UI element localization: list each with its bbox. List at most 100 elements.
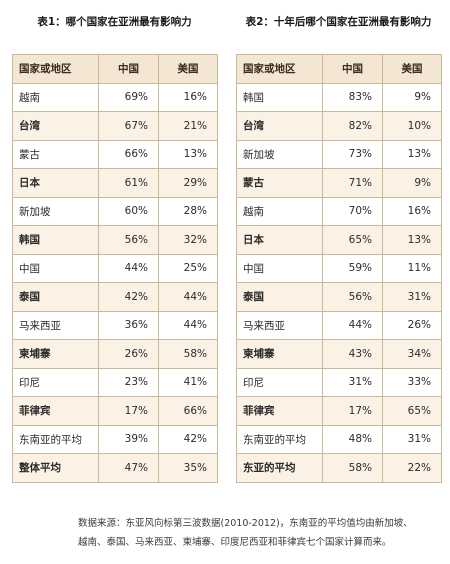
cell-usa: 44% xyxy=(158,282,218,312)
cell-usa: 66% xyxy=(158,396,218,426)
cell-usa: 13% xyxy=(382,225,442,255)
cell-usa: 11% xyxy=(382,253,442,283)
source-note: 数据来源：东亚风向标第三波数据(2010-2012)，东南亚的平均值均由新加坡、… xyxy=(78,514,433,552)
cell-china: 17% xyxy=(322,396,383,426)
table-row: 泰国 42% 44% xyxy=(12,282,218,312)
cell-region: 马来西亚 xyxy=(12,310,99,340)
cell-china: 42% xyxy=(98,282,159,312)
table-row: 印尼 31% 33% xyxy=(236,367,442,397)
table2-title: 表2：十年后哪个国家在亚洲最有影响力 xyxy=(245,16,432,28)
cell-region: 东亚的平均 xyxy=(236,453,323,483)
cell-china: 66% xyxy=(98,139,159,169)
cell-usa: 42% xyxy=(158,424,218,454)
cell-china: 65% xyxy=(322,225,383,255)
cell-china: 61% xyxy=(98,168,159,198)
cell-china: 44% xyxy=(322,310,383,340)
cell-china: 56% xyxy=(322,282,383,312)
cell-usa: 21% xyxy=(158,111,218,141)
table2-panel: 表2：十年后哪个国家在亚洲最有影响力 国家或地区 中国 美国 韩国 83% 9% 台湾… xyxy=(236,0,442,483)
cell-china: 70% xyxy=(322,196,383,226)
cell-region: 马来西亚 xyxy=(236,310,323,340)
cell-china: 67% xyxy=(98,111,159,141)
table1-col-china: 中国 xyxy=(98,54,159,84)
table2-header-row: 国家或地区 中国 美国 xyxy=(236,54,442,84)
cell-region: 韩国 xyxy=(236,82,323,112)
cell-usa: 33% xyxy=(382,367,442,397)
cell-usa: 13% xyxy=(382,139,442,169)
cell-region: 新加坡 xyxy=(236,139,323,169)
table-row: 菲律宾 17% 65% xyxy=(236,396,442,426)
cell-usa: 32% xyxy=(158,225,218,255)
table1-col-region: 国家或地区 xyxy=(12,54,99,84)
table-row: 越南 69% 16% xyxy=(12,82,218,112)
cell-usa: 10% xyxy=(382,111,442,141)
table-row: 台湾 67% 21% xyxy=(12,111,218,141)
cell-region: 越南 xyxy=(236,196,323,226)
table-row: 日本 65% 13% xyxy=(236,225,442,255)
cell-china: 39% xyxy=(98,424,159,454)
table-row: 韩国 83% 9% xyxy=(236,82,442,112)
source-note-line1: 数据来源：东亚风向标第三波数据(2010-2012)，东南亚的平均值均由新加坡、 xyxy=(78,518,413,529)
cell-region: 新加坡 xyxy=(12,196,99,226)
cell-region: 东南亚的平均 xyxy=(236,424,323,454)
cell-region: 菲律宾 xyxy=(12,396,99,426)
table1: 国家或地区 中国 美国 越南 69% 16% 台湾 67% 21% 蒙古 66% 13% 日本 61… xyxy=(12,54,218,483)
table-row: 中国 59% 11% xyxy=(236,253,442,283)
table-row: 马来西亚 44% 26% xyxy=(236,310,442,340)
cell-region: 中国 xyxy=(12,253,99,283)
cell-china: 44% xyxy=(98,253,159,283)
table1-header-row: 国家或地区 中国 美国 xyxy=(12,54,218,84)
table2: 国家或地区 中国 美国 韩国 83% 9% 台湾 82% 10% 新加坡 73% 13% 蒙古 71… xyxy=(236,54,442,483)
cell-region: 印尼 xyxy=(12,367,99,397)
cell-usa: 31% xyxy=(382,282,442,312)
cell-region: 日本 xyxy=(236,225,323,255)
cell-region: 泰国 xyxy=(236,282,323,312)
source-note-line2: 越南、泰国、马来西亚、柬埔寨、印度尼西亚和菲律宾七个国家计算而来。 xyxy=(78,537,392,548)
cell-region: 台湾 xyxy=(236,111,323,141)
table-row: 东南亚的平均 39% 42% xyxy=(12,424,218,454)
table1-panel: 表1：哪个国家在亚洲最有影响力 国家或地区 中国 美国 越南 69% 16% 台湾 67… xyxy=(12,0,218,483)
cell-china: 82% xyxy=(322,111,383,141)
cell-usa: 26% xyxy=(382,310,442,340)
table-row: 柬埔寨 26% 58% xyxy=(12,339,218,369)
table1-title: 表1：哪个国家在亚洲最有影响力 xyxy=(37,16,192,28)
cell-china: 26% xyxy=(98,339,159,369)
cell-china: 17% xyxy=(98,396,159,426)
cell-usa: 29% xyxy=(158,168,218,198)
table-row: 韩国 56% 32% xyxy=(12,225,218,255)
cell-china: 73% xyxy=(322,139,383,169)
cell-china: 59% xyxy=(322,253,383,283)
cell-usa: 34% xyxy=(382,339,442,369)
cell-usa: 22% xyxy=(382,453,442,483)
table2-col-region: 国家或地区 xyxy=(236,54,323,84)
cell-region: 蒙古 xyxy=(12,139,99,169)
cell-region: 菲律宾 xyxy=(236,396,323,426)
table-row: 新加坡 60% 28% xyxy=(12,196,218,226)
table-row: 中国 44% 25% xyxy=(12,253,218,283)
cell-usa: 31% xyxy=(382,424,442,454)
table-row: 新加坡 73% 13% xyxy=(236,139,442,169)
cell-china: 43% xyxy=(322,339,383,369)
cell-usa: 13% xyxy=(158,139,218,169)
cell-region: 越南 xyxy=(12,82,99,112)
cell-china: 48% xyxy=(322,424,383,454)
cell-usa: 25% xyxy=(158,253,218,283)
table2-col-usa: 美国 xyxy=(382,54,442,84)
cell-usa: 9% xyxy=(382,82,442,112)
cell-usa: 28% xyxy=(158,196,218,226)
table1-col-usa: 美国 xyxy=(158,54,218,84)
table-row: 柬埔寨 43% 34% xyxy=(236,339,442,369)
cell-china: 23% xyxy=(98,367,159,397)
cell-usa: 44% xyxy=(158,310,218,340)
cell-region: 中国 xyxy=(236,253,323,283)
cell-china: 69% xyxy=(98,82,159,112)
table-row: 蒙古 66% 13% xyxy=(12,139,218,169)
table-row: 印尼 23% 41% xyxy=(12,367,218,397)
table1-body: 越南 69% 16% 台湾 67% 21% 蒙古 66% 13% 日本 61% 29% 新加坡 60% 28… xyxy=(12,82,218,483)
table2-body: 韩国 83% 9% 台湾 82% 10% 新加坡 73% 13% 蒙古 71% 9% 越南 70% 16% 日… xyxy=(236,82,442,483)
cell-region: 泰国 xyxy=(12,282,99,312)
table-row: 东亚的平均 58% 22% xyxy=(236,453,442,483)
cell-usa: 41% xyxy=(158,367,218,397)
table-row: 蒙古 71% 9% xyxy=(236,168,442,198)
table-row: 马来西亚 36% 44% xyxy=(12,310,218,340)
